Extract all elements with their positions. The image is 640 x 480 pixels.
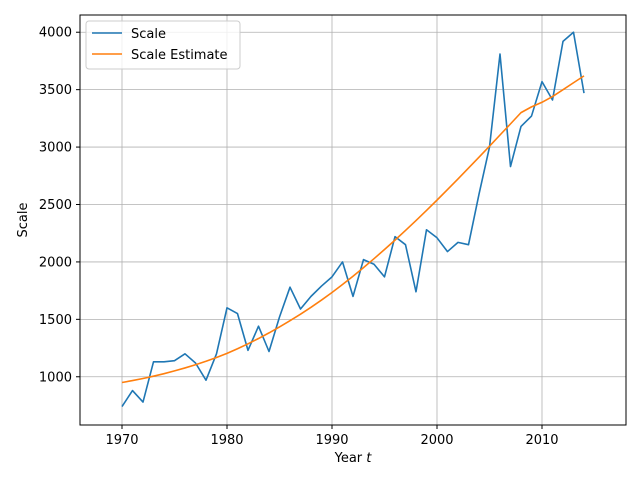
series-layer — [121, 31, 585, 408]
y-tick-label: 4000 — [39, 26, 72, 41]
y-tick-label: 2000 — [39, 255, 72, 270]
y-tick-label: 2500 — [39, 198, 72, 213]
series-line-scale — [121, 31, 585, 408]
legend: Scale Scale Estimate — [85, 20, 241, 70]
legend-label-scale-estimate: Scale Estimate — [131, 48, 228, 63]
x-axis-label: Year t — [334, 451, 373, 466]
x-tick-label: 1980 — [210, 433, 243, 448]
axis-ticks: 1970 1980 1990 2000 2010 1000 1500 2000 2500 3000… — [39, 26, 559, 448]
y-axis-label: Scale — [16, 203, 31, 238]
y-tick-label: 3000 — [39, 141, 72, 156]
y-tick-label: 3500 — [39, 83, 72, 98]
x-tick-label: 1990 — [315, 433, 348, 448]
y-tick-label: 1000 — [39, 370, 72, 385]
x-tick-label: 1970 — [105, 433, 138, 448]
x-tick-label: 2010 — [525, 433, 558, 448]
plot-frame — [79, 14, 627, 426]
legend-label-scale: Scale — [131, 27, 166, 42]
series-line-scale-estimate — [121, 75, 585, 384]
legend-box — [85, 20, 241, 70]
x-tick-label: 2000 — [420, 433, 453, 448]
y-tick-label: 1500 — [39, 313, 72, 328]
